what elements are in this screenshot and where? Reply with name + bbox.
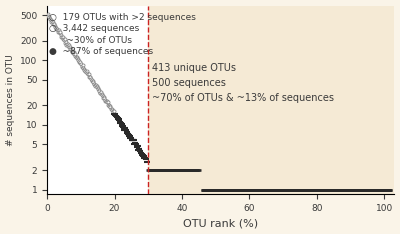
Text: ○  3,442 sequences: ○ 3,442 sequences bbox=[49, 24, 139, 33]
X-axis label: OTU rank (%): OTU rank (%) bbox=[183, 219, 258, 228]
Text: ~30% of OTUs: ~30% of OTUs bbox=[52, 36, 132, 45]
Text: ○  179 OTUs with >2 sequences: ○ 179 OTUs with >2 sequences bbox=[49, 13, 196, 22]
Text: 413 unique OTUs
500 sequences
~70% of OTUs & ~13% of sequences: 413 unique OTUs 500 sequences ~70% of OT… bbox=[152, 63, 334, 103]
Text: ●  ~87% of sequences: ● ~87% of sequences bbox=[49, 47, 153, 56]
Y-axis label: # sequences in OTU: # sequences in OTU bbox=[6, 54, 14, 146]
